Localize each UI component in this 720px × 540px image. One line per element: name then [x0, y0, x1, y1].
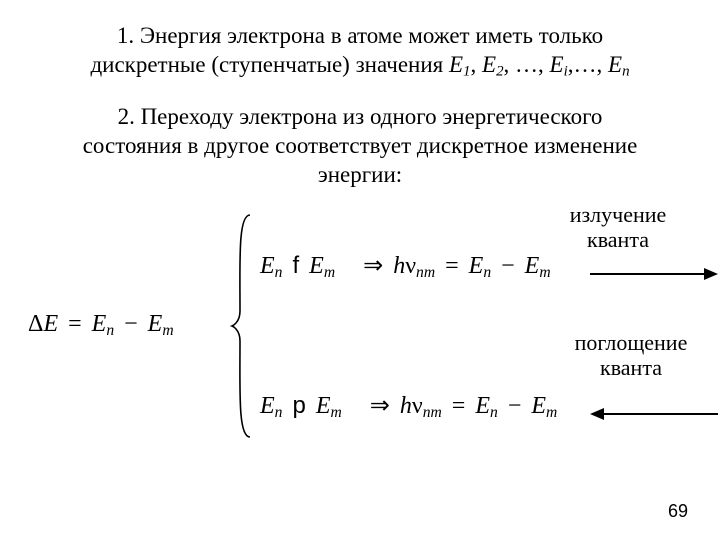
- c2-m: m: [331, 404, 342, 421]
- equation-lhs: ΔE = En − Em: [28, 311, 174, 340]
- c1-Rm: m: [539, 264, 550, 281]
- lhs-eq: =: [64, 311, 86, 337]
- c1-m: m: [324, 264, 335, 281]
- c1-minus: −: [497, 253, 519, 279]
- para2-line-b: состояния в другое соответствует дискрет…: [83, 133, 638, 158]
- delta-symbol: Δ: [28, 311, 43, 337]
- c1-h: h: [393, 253, 405, 279]
- para2-line-a: 2. Переходу электрона из одного энергети…: [118, 104, 603, 129]
- c2-h: h: [400, 393, 412, 419]
- emission-arrow-icon: [590, 267, 718, 281]
- emission-label-a: излучение: [570, 202, 667, 227]
- lhs-Em: E: [148, 311, 163, 337]
- c1-Em: E: [309, 253, 324, 279]
- para1-line-b: дискретные (ступенчатые) значения: [90, 52, 449, 77]
- case-absorption: En p Em ⇒ hνnm = En − Em: [260, 391, 557, 422]
- c1-rel: f: [288, 252, 303, 279]
- absorption-label-a: поглощение: [575, 330, 688, 355]
- seq-sep2: , …,: [504, 52, 550, 77]
- seq-En: E: [608, 52, 622, 77]
- c1-Rn: n: [483, 264, 491, 281]
- c1-eq: =: [441, 253, 463, 279]
- seq-E2: E: [482, 52, 496, 77]
- lhs-m: m: [162, 322, 173, 339]
- lhs-minus: −: [120, 311, 142, 337]
- paragraph-2: 2. Переходу электрона из одного энергети…: [28, 103, 692, 189]
- slide-page: 1. Энергия электрона в атоме может иметь…: [0, 0, 720, 540]
- c1-REn: E: [469, 253, 484, 279]
- c2-nm: nm: [423, 404, 442, 421]
- left-brace: [228, 211, 256, 441]
- paragraph-1: 1. Энергия электрона в атоме может иметь…: [28, 22, 692, 81]
- equation-block: ΔE = En − Em En f Em ⇒ hνnm = En − Em En: [28, 211, 692, 451]
- emission-label-b: кванта: [587, 227, 649, 252]
- c2-REm: E: [531, 393, 546, 419]
- seq-En-sub: n: [622, 63, 629, 79]
- c2-En: E: [260, 393, 275, 419]
- page-number: 69: [668, 501, 688, 522]
- seq-sep1: ,: [471, 52, 483, 77]
- c1-En: E: [260, 253, 275, 279]
- c1-n: n: [275, 264, 283, 281]
- emission-label: излучение кванта: [533, 203, 703, 251]
- c2-rel: p: [288, 392, 309, 419]
- c2-nu: ν: [412, 393, 423, 419]
- para2-line-c: энергии:: [318, 162, 402, 187]
- c2-implies: ⇒: [366, 393, 394, 419]
- seq-E2-sub: 2: [496, 63, 503, 79]
- c1-nu: ν: [405, 253, 416, 279]
- c2-Em: E: [316, 393, 331, 419]
- c2-eq: =: [448, 393, 470, 419]
- absorption-label: поглощение кванта: [546, 331, 716, 379]
- para1-line-a: 1. Энергия электрона в атоме может иметь…: [117, 23, 603, 48]
- seq-E1-sub: 1: [463, 63, 470, 79]
- c1-nm: nm: [416, 264, 435, 281]
- c2-Rm: m: [546, 404, 557, 421]
- c1-implies: ⇒: [359, 253, 387, 279]
- c2-REn: E: [475, 393, 490, 419]
- c1-REm: E: [525, 253, 540, 279]
- lhs-En: E: [92, 311, 107, 337]
- absorption-arrow-icon: [590, 407, 718, 421]
- c2-n: n: [275, 404, 283, 421]
- seq-sep3: ,…,: [568, 52, 608, 77]
- absorption-label-b: кванта: [600, 355, 662, 380]
- case-emission: En f Em ⇒ hνnm = En − Em: [260, 251, 551, 282]
- c2-minus: −: [504, 393, 526, 419]
- lhs-n: n: [106, 322, 114, 339]
- c2-Rn: n: [490, 404, 498, 421]
- seq-E1: E: [449, 52, 463, 77]
- lhs-E: E: [43, 311, 58, 337]
- seq-Ei: E: [550, 52, 564, 77]
